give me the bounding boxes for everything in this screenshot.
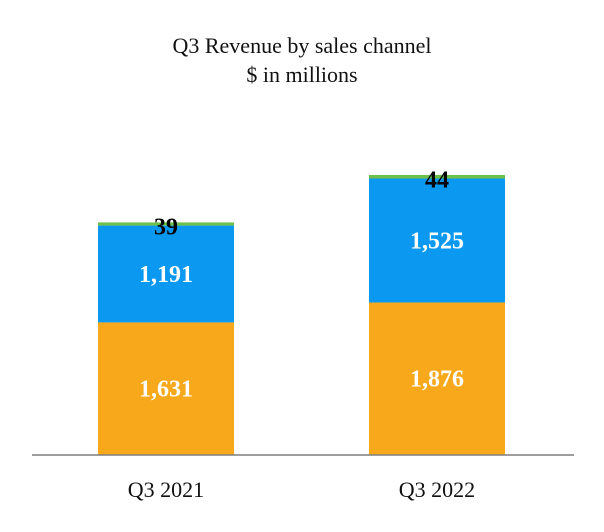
chart-subtitle: $ in millions: [246, 62, 358, 87]
bar-segment: [369, 302, 505, 455]
bar-segment: [98, 222, 234, 226]
data-label: 1,631: [139, 377, 193, 403]
data-label: 44: [425, 167, 449, 193]
data-label: 39: [154, 215, 178, 241]
data-label: 1,191: [139, 262, 193, 288]
x-tick-label: Q3 2021: [128, 477, 204, 502]
data-label: 1,525: [410, 228, 464, 254]
chart-title: Q3 Revenue by sales channel: [172, 33, 432, 58]
data-label: 1,876: [410, 367, 464, 393]
bar-segment: [369, 178, 505, 303]
bar-segment: [98, 225, 234, 323]
bar-segment: [98, 322, 234, 455]
bar-segment: [369, 174, 505, 179]
x-tick-label: Q3 2022: [399, 477, 475, 502]
